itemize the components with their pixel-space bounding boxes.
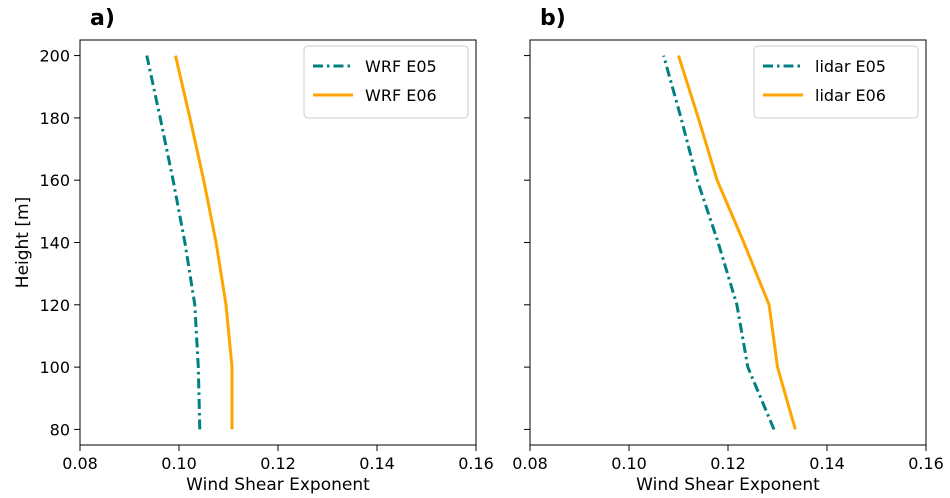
panel-b-x-tick-label: 0.08	[512, 454, 548, 473]
panel-b-x-tick-label: 0.10	[611, 454, 647, 473]
panel-b-series-line-1	[662, 55, 776, 430]
panel-a-label: a)	[90, 6, 115, 31]
panel-a-x-axis-label: Wind Shear Exponent	[186, 475, 370, 495]
panel-b-x-tick-label: 0.12	[710, 454, 746, 473]
panel-a-y-tick-label: 200	[39, 47, 70, 66]
panel-b-x-axis-label: Wind Shear Exponent	[636, 475, 820, 495]
panel-b-series-line-2	[677, 55, 797, 430]
panel-a-legend-box	[303, 45, 469, 119]
panel-a-legend-label-1: WRF E05	[365, 57, 437, 76]
panel-b-legend-label-1: lidar E05	[815, 57, 886, 76]
panel-a-y-tick-label: 160	[39, 171, 70, 190]
panel-a-y-tick-label: 80	[50, 420, 70, 439]
panel-a-series-line-1	[145, 55, 202, 430]
panel-b-x-tick-label: 0.16	[908, 454, 944, 473]
panel-a-legend-label-2: WRF E06	[365, 86, 437, 105]
panel-a-y-axis-label: Height [m]	[13, 197, 33, 288]
panel-b-x-tick-label: 0.14	[809, 454, 845, 473]
panel-a-y-tick-label: 140	[39, 234, 70, 253]
panel-a-x-tick-label: 0.10	[161, 454, 197, 473]
panel-a-x-tick-label: 0.14	[359, 454, 395, 473]
panel-a-x-tick-label: 0.12	[260, 454, 296, 473]
panel-a-y-tick-label: 180	[39, 109, 70, 128]
panel-a-x-tick-label: 0.08	[62, 454, 98, 473]
panel-a-y-tick-label: 100	[39, 358, 70, 377]
panel-b-label: b)	[540, 6, 566, 31]
panel-a-x-tick-label: 0.16	[458, 454, 494, 473]
panel-a-y-tick-label: 120	[39, 296, 70, 315]
panel-b-legend-label-2: lidar E06	[815, 86, 886, 105]
panel-a-series-line-2	[174, 55, 234, 430]
panel-b-legend-box	[753, 45, 919, 119]
